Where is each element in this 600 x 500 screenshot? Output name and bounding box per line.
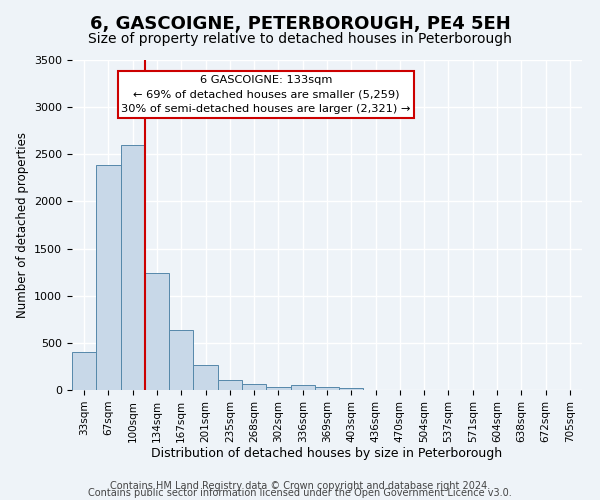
Bar <box>145 273 169 390</box>
Y-axis label: Number of detached properties: Number of detached properties <box>16 132 29 318</box>
X-axis label: Distribution of detached houses by size in Peterborough: Distribution of detached houses by size … <box>151 448 503 460</box>
Text: Contains public sector information licensed under the Open Government Licence v3: Contains public sector information licen… <box>88 488 512 498</box>
Text: 6 GASCOIGNE: 133sqm
← 69% of detached houses are smaller (5,259)
30% of semi-det: 6 GASCOIGNE: 133sqm ← 69% of detached ho… <box>121 75 410 114</box>
Bar <box>96 164 121 390</box>
Text: 6, GASCOIGNE, PETERBOROUGH, PE4 5EH: 6, GASCOIGNE, PETERBOROUGH, PE4 5EH <box>89 15 511 33</box>
Bar <box>242 384 266 390</box>
Bar <box>72 352 96 390</box>
Bar <box>218 380 242 390</box>
Bar <box>169 330 193 390</box>
Bar <box>121 145 145 390</box>
Bar <box>315 387 339 390</box>
Bar <box>193 366 218 390</box>
Bar <box>266 386 290 390</box>
Bar <box>290 386 315 390</box>
Text: Size of property relative to detached houses in Peterborough: Size of property relative to detached ho… <box>88 32 512 46</box>
Bar <box>339 388 364 390</box>
Text: Contains HM Land Registry data © Crown copyright and database right 2024.: Contains HM Land Registry data © Crown c… <box>110 481 490 491</box>
